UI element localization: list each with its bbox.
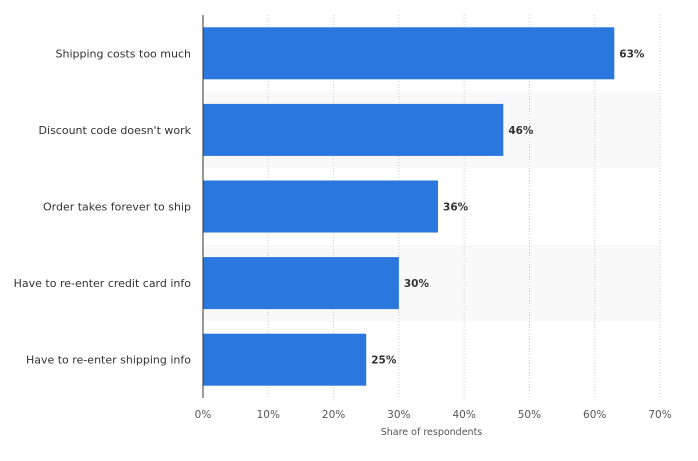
value-label: 36%	[443, 202, 469, 214]
category-label: Shipping costs too much	[55, 47, 191, 60]
bars	[203, 27, 615, 386]
bar[interactable]	[203, 257, 399, 310]
x-axis-title: Share of respondents	[381, 427, 483, 438]
x-tick-label: 40%	[452, 409, 475, 421]
value-label: 25%	[371, 355, 397, 367]
category-label: Have to re-enter credit card info	[14, 277, 192, 290]
bar[interactable]	[203, 180, 439, 233]
x-tick-label: 60%	[583, 409, 606, 421]
x-tick-label: 20%	[322, 409, 345, 421]
x-tick-label: 0%	[195, 409, 212, 421]
x-tick-label: 30%	[387, 409, 410, 421]
bar[interactable]	[203, 27, 615, 80]
value-label: 63%	[619, 48, 645, 60]
x-tick-labels: 0% 10% 20% 30% 40% 50% 60% 70%	[195, 409, 672, 421]
category-label: Have to re-enter shipping info	[26, 354, 191, 367]
value-label: 30%	[404, 278, 430, 290]
value-label: 46%	[508, 125, 534, 137]
x-tick-label: 10%	[257, 409, 280, 421]
category-label: Discount code doesn't work	[39, 124, 192, 137]
value-labels: 63% 46% 36% 30% 25%	[371, 48, 645, 366]
x-tick-label: 50%	[518, 409, 541, 421]
bar[interactable]	[203, 333, 367, 386]
x-tick-label: 70%	[648, 409, 671, 421]
bar[interactable]	[203, 103, 504, 156]
category-label: Order takes forever to ship	[43, 201, 191, 214]
category-labels: Shipping costs too much Discount code doe…	[14, 47, 192, 366]
